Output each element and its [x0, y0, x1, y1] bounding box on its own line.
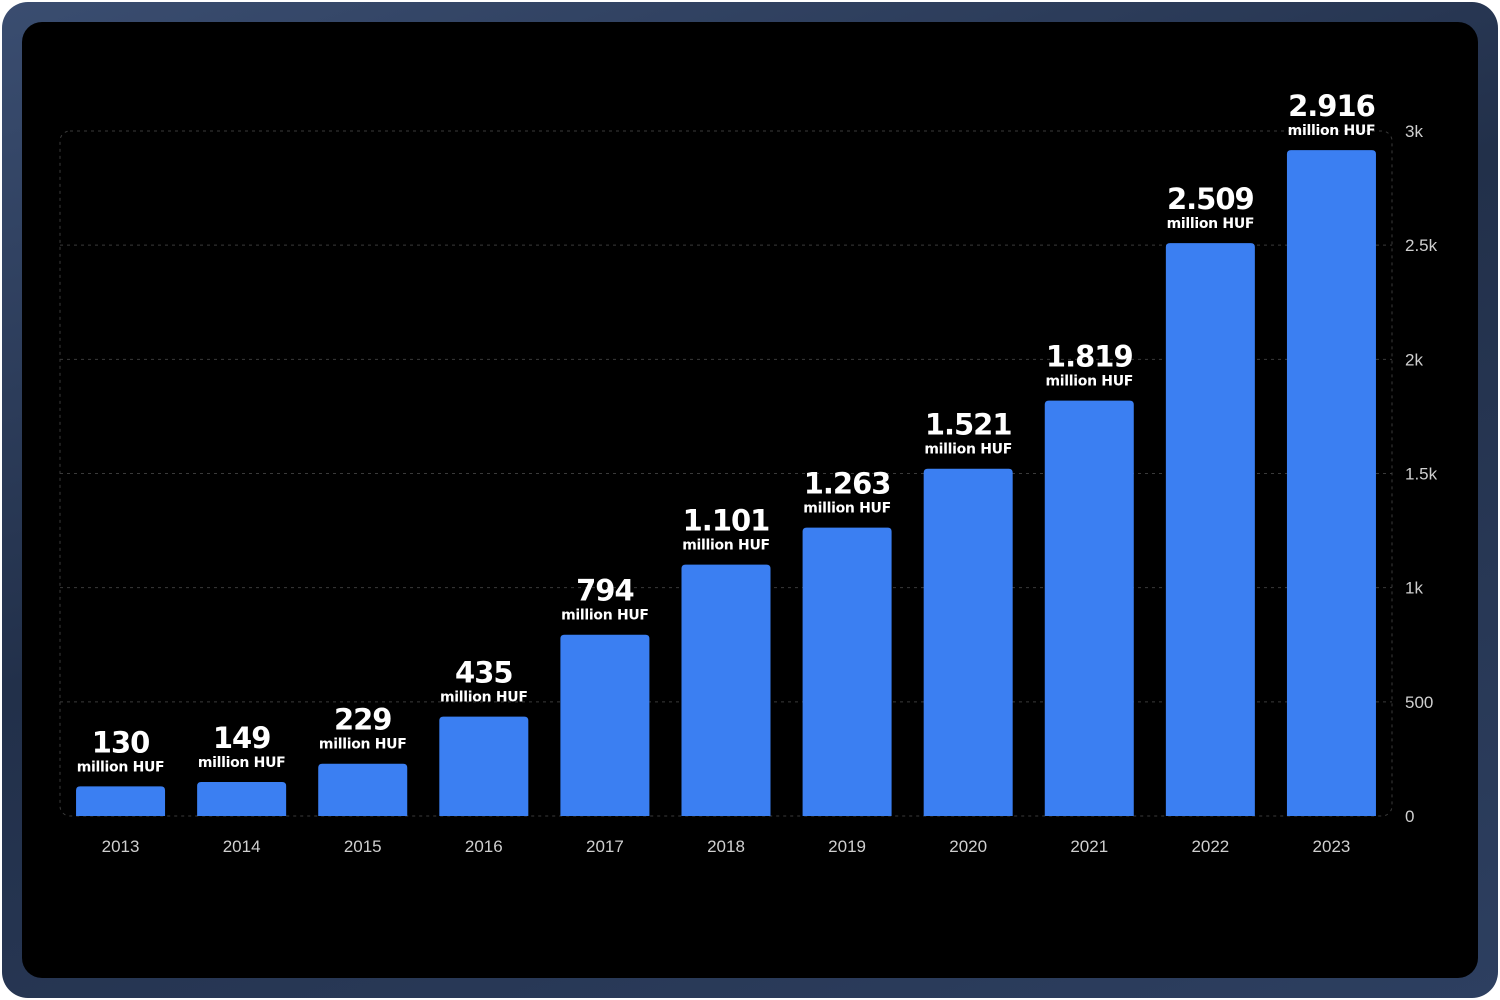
bar-2021	[1044, 400, 1134, 816]
bar-2022	[1165, 243, 1255, 816]
bar-2019	[802, 527, 892, 816]
data-label-unit: million HUF	[1045, 374, 1133, 390]
bar-2020	[923, 468, 1013, 816]
x-tick-label: 2015	[344, 837, 382, 856]
data-label-unit: million HUF	[561, 608, 649, 624]
data-label-value: 229	[334, 703, 392, 737]
bar-2018	[681, 564, 771, 816]
y-tick-label: 1.5k	[1405, 465, 1438, 484]
x-tick-label: 2022	[1191, 837, 1229, 856]
x-tick-label: 2021	[1070, 837, 1108, 856]
y-axis: 0 500 1k 1.5k 2k 2.5k 3k	[1405, 122, 1438, 826]
bar-2014	[197, 781, 287, 816]
y-tick-label: 2k	[1405, 350, 1423, 369]
x-tick-label: 2018	[707, 837, 745, 856]
data-label-unit: million HUF	[77, 759, 165, 775]
bar-2015	[318, 763, 408, 816]
x-tick-label: 2023	[1313, 837, 1351, 856]
bar-2013	[76, 786, 166, 816]
data-label-value: 130	[92, 725, 150, 759]
y-tick-label: 3k	[1405, 122, 1423, 141]
x-tick-label: 2016	[465, 837, 503, 856]
data-label-value: 2.916	[1288, 89, 1375, 123]
x-axis: 2013 2014 2015 2016 2017 2018 2019 2020 2021 2022…	[102, 837, 1351, 856]
y-tick-label: 0	[1405, 807, 1414, 826]
data-label-value: 1.101	[683, 504, 770, 538]
data-label-value: 2.509	[1167, 182, 1254, 216]
x-tick-label: 2020	[949, 837, 987, 856]
x-tick-label: 2014	[223, 837, 261, 856]
data-label-value: 1.819	[1046, 340, 1133, 374]
data-label-unit: million HUF	[682, 538, 770, 554]
data-label-value: 149	[213, 721, 271, 755]
data-label-value: 435	[455, 656, 513, 690]
y-tick-label: 1k	[1405, 579, 1423, 598]
bar-2017	[560, 634, 650, 816]
bar-2023	[1286, 150, 1376, 816]
data-label-unit: million HUF	[440, 690, 528, 706]
y-tick-label: 500	[1405, 693, 1433, 712]
data-label-value: 1.263	[804, 467, 891, 501]
x-tick-label: 2013	[102, 837, 140, 856]
data-label-unit: million HUF	[1288, 123, 1376, 139]
data-label-value: 1.521	[925, 408, 1012, 442]
data-label-unit: million HUF	[319, 737, 407, 753]
data-label-unit: million HUF	[924, 442, 1012, 458]
x-tick-label: 2019	[828, 837, 866, 856]
data-label-unit: million HUF	[1167, 216, 1255, 232]
x-tick-label: 2017	[586, 837, 624, 856]
bar-2016	[439, 716, 529, 816]
y-tick-label: 2.5k	[1405, 236, 1438, 255]
data-label-unit: million HUF	[803, 501, 891, 517]
data-label-value: 794	[576, 574, 634, 608]
data-label-unit: million HUF	[198, 755, 286, 771]
